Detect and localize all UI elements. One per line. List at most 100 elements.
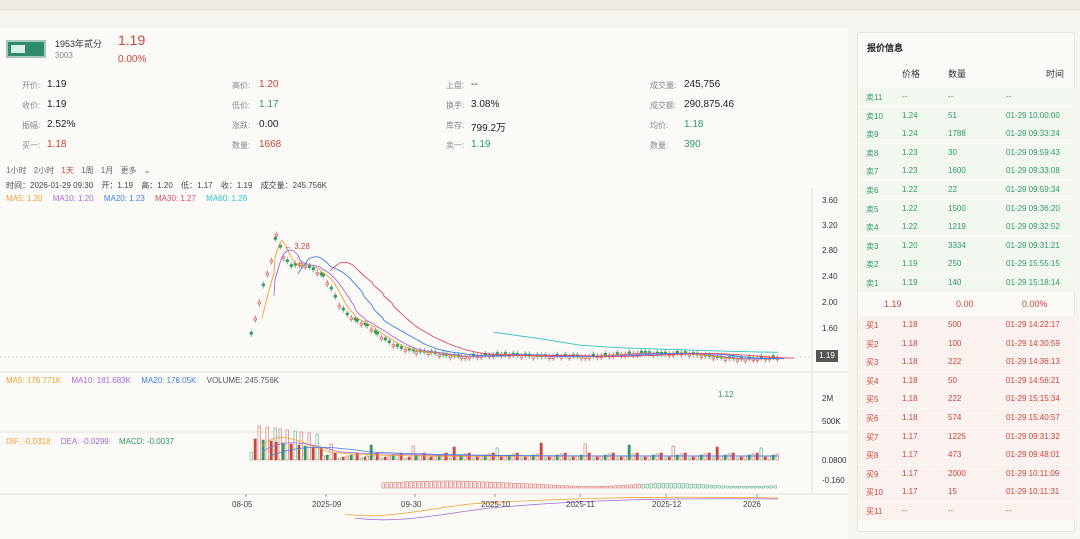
quote-price: 1.17 — [902, 431, 918, 441]
volume-bar — [325, 454, 329, 461]
macd-bar — [489, 481, 493, 489]
stat-label: 换手: — [446, 101, 465, 110]
macd-bar — [589, 486, 593, 489]
macd-bar — [505, 482, 509, 489]
macd-bar — [773, 485, 777, 489]
buy-order-row: 买7 1.17 1225 01-29 09:31:32 — [858, 427, 1076, 446]
macd-bar — [605, 485, 609, 489]
volume-bar — [349, 454, 353, 461]
quote-qty: 500 — [948, 320, 962, 329]
volume-bar — [407, 456, 411, 461]
volume-bar — [579, 454, 583, 461]
candle-body — [285, 259, 289, 262]
period-2h[interactable]: 2小时 — [33, 166, 55, 175]
buy-order-row: 买4 1.18 50 01-29 14:56:21 — [858, 371, 1076, 390]
macd-bar — [729, 485, 733, 489]
sell-order-row: 卖8 1.23 30 01-29 09:59:43 — [858, 143, 1076, 162]
sell-order-row: 卖6 1.22 22 01-29 09:59:34 — [858, 181, 1076, 199]
macd-bar — [393, 482, 397, 489]
candle-body — [311, 267, 315, 271]
volume-bar — [759, 447, 763, 461]
volume-bar — [433, 455, 437, 461]
ohlc-time: 时间：2026-01-29 09:30 — [6, 181, 94, 190]
volume-bar — [303, 445, 307, 461]
volume-bar — [671, 445, 675, 461]
volume-bar — [475, 456, 479, 461]
candle-body — [273, 237, 277, 240]
candle-body — [353, 317, 357, 321]
volume-bar — [639, 457, 643, 461]
macd-bar — [601, 486, 605, 489]
macd-value-legend: MACD: -0.0037 — [118, 437, 175, 446]
macd-bar — [693, 484, 697, 489]
kline-chart[interactable]: ← 3.28 1.12 — [0, 28, 848, 539]
candle-body — [359, 322, 363, 326]
volume-bar — [261, 439, 265, 461]
candle-body — [345, 312, 349, 316]
volume-bar — [274, 441, 278, 461]
quote-qty: 2000 — [948, 468, 966, 478]
period-1h[interactable]: 1小时 — [6, 166, 27, 175]
candle-body — [274, 233, 278, 237]
volume-bar — [707, 452, 711, 461]
volume-axis-label: 500K — [822, 417, 841, 426]
ma20-legend: MA20: 1.23 — [103, 194, 145, 203]
quote-price: 1.22 — [902, 222, 918, 232]
current-pct: 0.00% — [1022, 299, 1048, 309]
dea-legend: DEA: -0.0299 — [60, 437, 109, 446]
macd-bar — [765, 485, 769, 489]
macd-bar — [593, 486, 597, 489]
macd-bar — [529, 483, 533, 489]
quote-qty: 1500 — [948, 203, 966, 213]
period-1w[interactable]: 1周 — [81, 166, 94, 175]
volume-bar — [311, 446, 315, 461]
quote-price: 1.18 — [902, 413, 918, 422]
stat-label: 均价: — [650, 121, 669, 130]
high-annotation: ← 3.28 — [284, 242, 310, 251]
quote-time: 01-29 10:00:00 — [1006, 110, 1060, 120]
quote-qty: 1600 — [948, 166, 966, 176]
macd-bar — [401, 481, 405, 489]
macd-bar — [709, 484, 713, 489]
period-more[interactable]: 更多 ⌄ — [120, 166, 151, 175]
macd-bar — [409, 481, 413, 489]
macd-bar — [717, 485, 721, 489]
ohlc-low: 低：1.17 — [181, 181, 213, 190]
price-axis-label: 2.00 — [822, 298, 838, 307]
macd-bar — [465, 481, 469, 489]
volume-bar — [571, 456, 575, 461]
stat-value: 799.2万 — [471, 123, 507, 134]
ohlc-open: 开：1.19 — [101, 181, 133, 190]
candle-body — [426, 352, 430, 355]
macd-bar — [737, 486, 741, 489]
low-annotation: 1.12 — [718, 390, 734, 399]
macd-bar — [469, 481, 473, 489]
quote-label: 卖3 — [866, 241, 879, 251]
ma60-line — [493, 331, 779, 353]
quote-label: 买1 — [866, 321, 879, 330]
quote-qty: 1788 — [948, 129, 966, 139]
volume-bar — [411, 445, 415, 461]
period-1d[interactable]: 1天 — [61, 166, 74, 175]
quote-time: 01-29 09:36:20 — [1006, 203, 1060, 213]
ma5-legend: MA5: 1.20 — [6, 194, 43, 203]
macd-bar — [405, 481, 409, 489]
stat-value: -- — [471, 79, 478, 90]
macd-bar — [521, 483, 525, 489]
macd-bar — [661, 483, 665, 489]
candle-body — [333, 294, 337, 298]
period-1m[interactable]: 1月 — [100, 166, 114, 175]
quote-time: 01-29 09:31:32 — [1006, 431, 1060, 441]
volume-bar — [583, 443, 587, 461]
volume-bar — [495, 447, 499, 461]
quote-label: 卖6 — [866, 186, 879, 195]
quote-qty: 574 — [948, 413, 962, 422]
stat-value: 3.08% — [471, 99, 500, 110]
quote-panel: 报价信息 价格 数量 时间 卖11 -- -- -- 卖10 1.24 51 01-29 10… — [857, 32, 1076, 532]
x-axis-label: 2025-10 — [481, 500, 511, 509]
candle-body — [383, 337, 387, 341]
chevron-down-icon: ⌄ — [143, 166, 151, 175]
quote-label: 卖8 — [866, 148, 879, 158]
quote-time: 01-29 14:56:21 — [1006, 375, 1060, 385]
macd-bar — [389, 482, 393, 489]
